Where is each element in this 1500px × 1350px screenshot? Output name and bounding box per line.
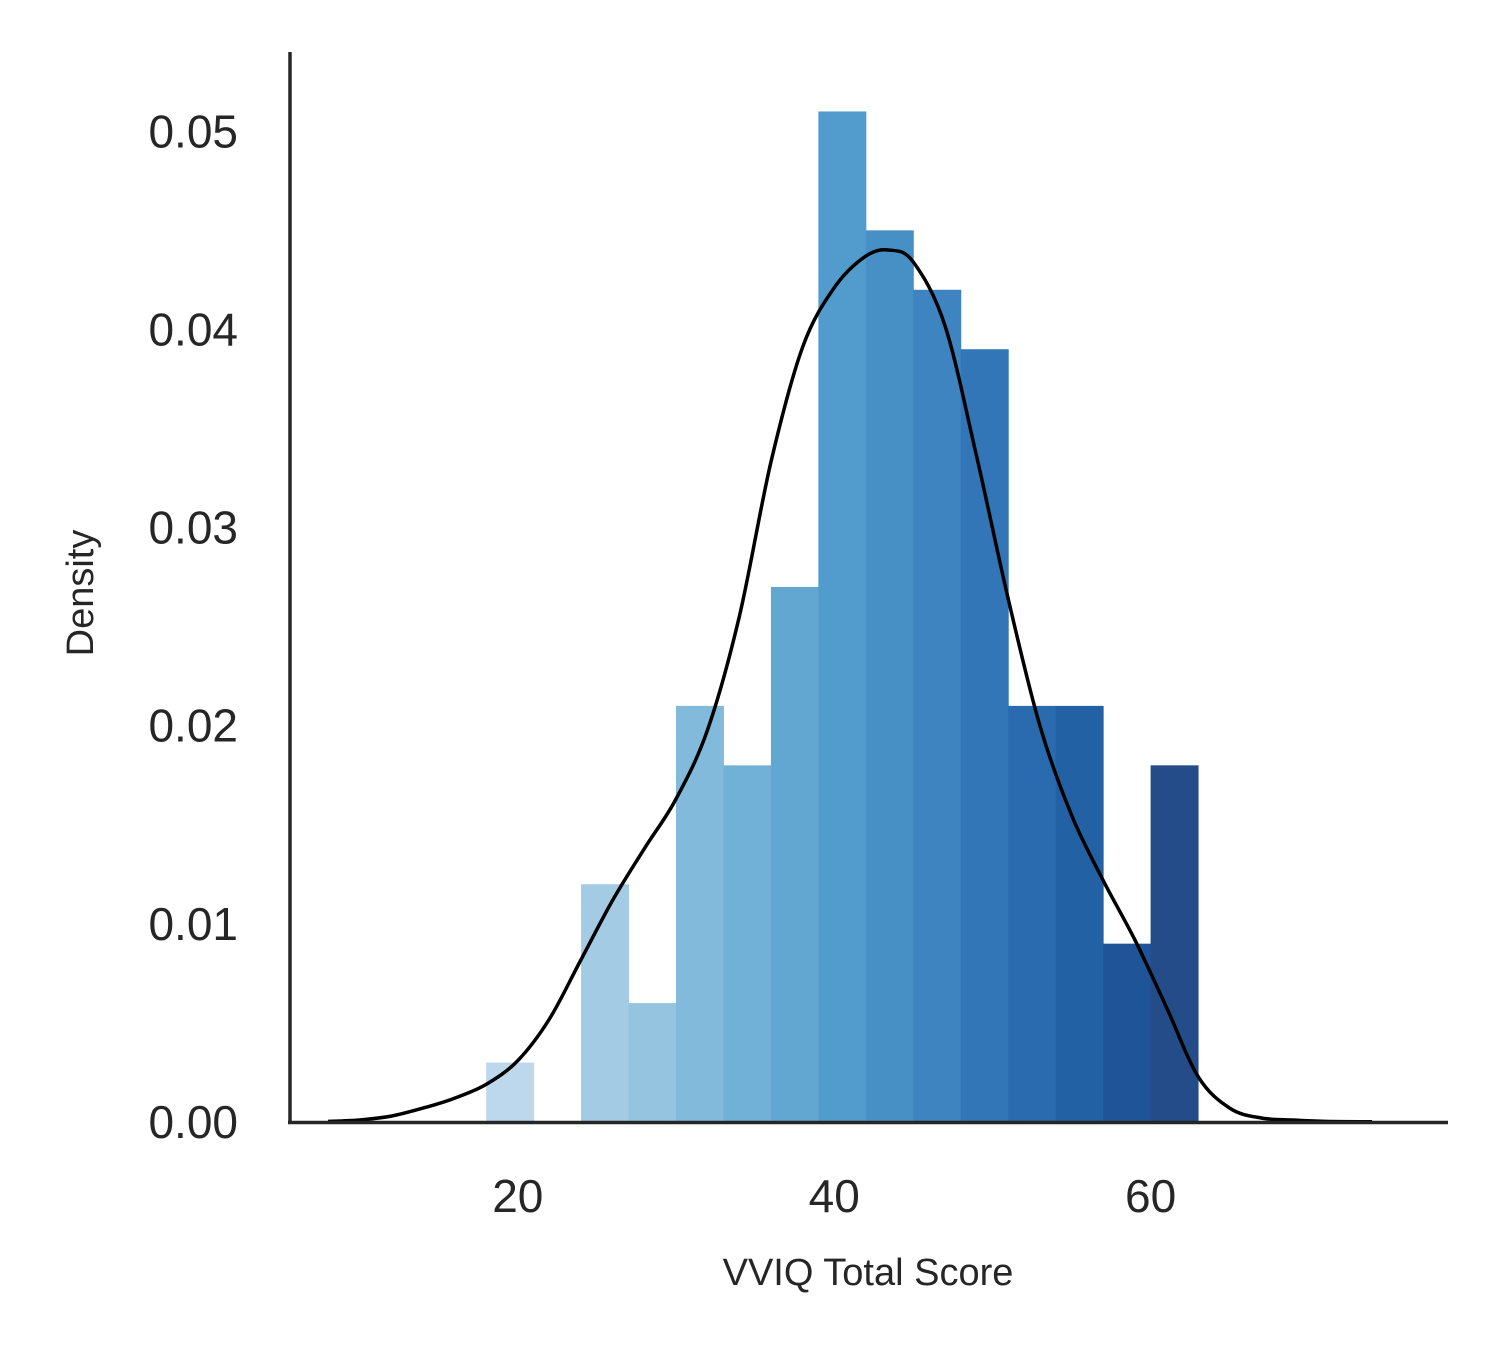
histogram-bar — [865, 230, 914, 1123]
x-tick-labels: 20 40 60 — [492, 1170, 1176, 1222]
histogram-bar — [723, 765, 772, 1122]
y-tick-label: 0.01 — [148, 898, 238, 950]
bars-group — [486, 111, 1199, 1123]
histogram-bar — [960, 349, 1009, 1122]
y-tick-label: 0.05 — [148, 105, 238, 157]
histogram-bar — [628, 1003, 677, 1122]
histogram-bar — [770, 587, 819, 1122]
y-tick-label: 0.00 — [148, 1096, 238, 1148]
histogram-bar — [581, 884, 630, 1122]
x-tick-label: 20 — [492, 1170, 543, 1222]
histogram-bar — [913, 289, 962, 1122]
x-tick-label: 40 — [809, 1170, 860, 1222]
y-tick-labels: 0.00 0.01 0.02 0.03 0.04 0.05 — [148, 105, 238, 1148]
histogram-bar — [676, 705, 724, 1122]
histogram-bar — [1150, 765, 1199, 1122]
kde-density-curve — [327, 248, 1373, 1124]
y-tick-label: 0.04 — [148, 303, 238, 355]
y-tick-label: 0.03 — [148, 502, 238, 554]
histogram-bar — [1103, 943, 1152, 1122]
y-tick-label: 0.02 — [148, 700, 238, 752]
x-tick-label: 60 — [1125, 1170, 1176, 1222]
x-axis-label: VVIQ Total Score — [723, 1252, 1014, 1294]
histogram-bar — [1008, 705, 1057, 1122]
y-axis-label: Density — [60, 530, 102, 657]
histogram-bar — [486, 1062, 535, 1122]
histogram-bar — [1055, 705, 1104, 1122]
